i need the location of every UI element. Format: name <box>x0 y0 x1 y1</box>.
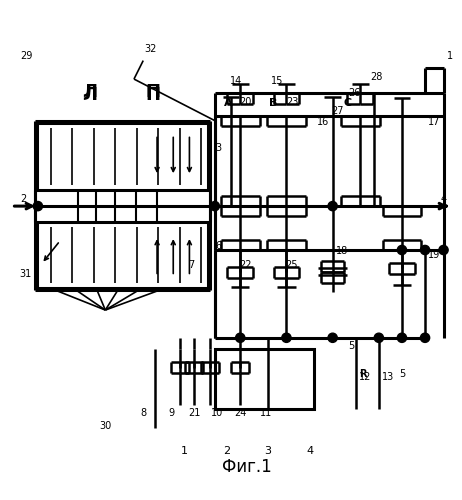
Text: 19: 19 <box>428 250 440 260</box>
Text: 29: 29 <box>20 51 32 61</box>
Text: 20: 20 <box>240 97 252 107</box>
Text: Л: Л <box>83 86 97 104</box>
Text: Л: Л <box>83 82 97 100</box>
Text: 1: 1 <box>181 446 188 456</box>
Text: 10: 10 <box>211 408 223 418</box>
Text: C: C <box>343 98 352 108</box>
Text: 4: 4 <box>440 194 447 204</box>
Text: П: П <box>145 86 160 104</box>
Bar <box>37 123 208 190</box>
Text: B: B <box>269 98 278 108</box>
Text: Фиг.1: Фиг.1 <box>222 458 272 476</box>
Text: 9: 9 <box>168 408 174 418</box>
Circle shape <box>420 333 430 342</box>
Text: 25: 25 <box>286 260 298 270</box>
Bar <box>37 222 208 288</box>
Text: 26: 26 <box>349 88 361 98</box>
Circle shape <box>328 202 337 210</box>
Text: R: R <box>359 369 366 379</box>
Text: A: A <box>224 98 232 108</box>
Circle shape <box>397 246 407 254</box>
Text: 3: 3 <box>215 144 222 154</box>
Circle shape <box>33 202 43 210</box>
Text: 31: 31 <box>20 269 32 279</box>
Circle shape <box>374 333 383 342</box>
Text: 21: 21 <box>188 408 200 418</box>
Text: 24: 24 <box>234 408 246 418</box>
Text: 32: 32 <box>144 44 156 54</box>
Text: 17: 17 <box>428 116 440 126</box>
Text: 28: 28 <box>371 72 383 82</box>
Text: 8: 8 <box>140 408 146 418</box>
Text: 2: 2 <box>223 446 230 456</box>
Circle shape <box>439 246 448 254</box>
Text: 6: 6 <box>215 242 222 252</box>
Text: 18: 18 <box>336 246 348 256</box>
Text: 27: 27 <box>331 106 344 117</box>
Circle shape <box>420 246 430 254</box>
Bar <box>215 350 314 410</box>
Text: 2: 2 <box>20 194 26 204</box>
Text: П: П <box>145 82 160 100</box>
Text: 5: 5 <box>348 341 354 351</box>
Text: 4: 4 <box>306 446 313 456</box>
Text: 5: 5 <box>399 369 405 379</box>
Circle shape <box>282 333 291 342</box>
Text: 13: 13 <box>382 372 394 382</box>
Text: 12: 12 <box>359 372 371 382</box>
Circle shape <box>236 333 245 342</box>
Text: 16: 16 <box>317 116 329 126</box>
Text: 1: 1 <box>447 51 454 61</box>
Text: 22: 22 <box>239 260 252 270</box>
Text: 7: 7 <box>188 260 195 270</box>
Text: 30: 30 <box>99 422 111 432</box>
Text: 23: 23 <box>286 97 298 107</box>
Text: 15: 15 <box>271 76 283 86</box>
Text: 3: 3 <box>264 446 272 456</box>
Circle shape <box>328 333 337 342</box>
Circle shape <box>397 333 407 342</box>
Text: 11: 11 <box>260 408 272 418</box>
Circle shape <box>210 202 219 210</box>
Text: 14: 14 <box>230 76 242 86</box>
